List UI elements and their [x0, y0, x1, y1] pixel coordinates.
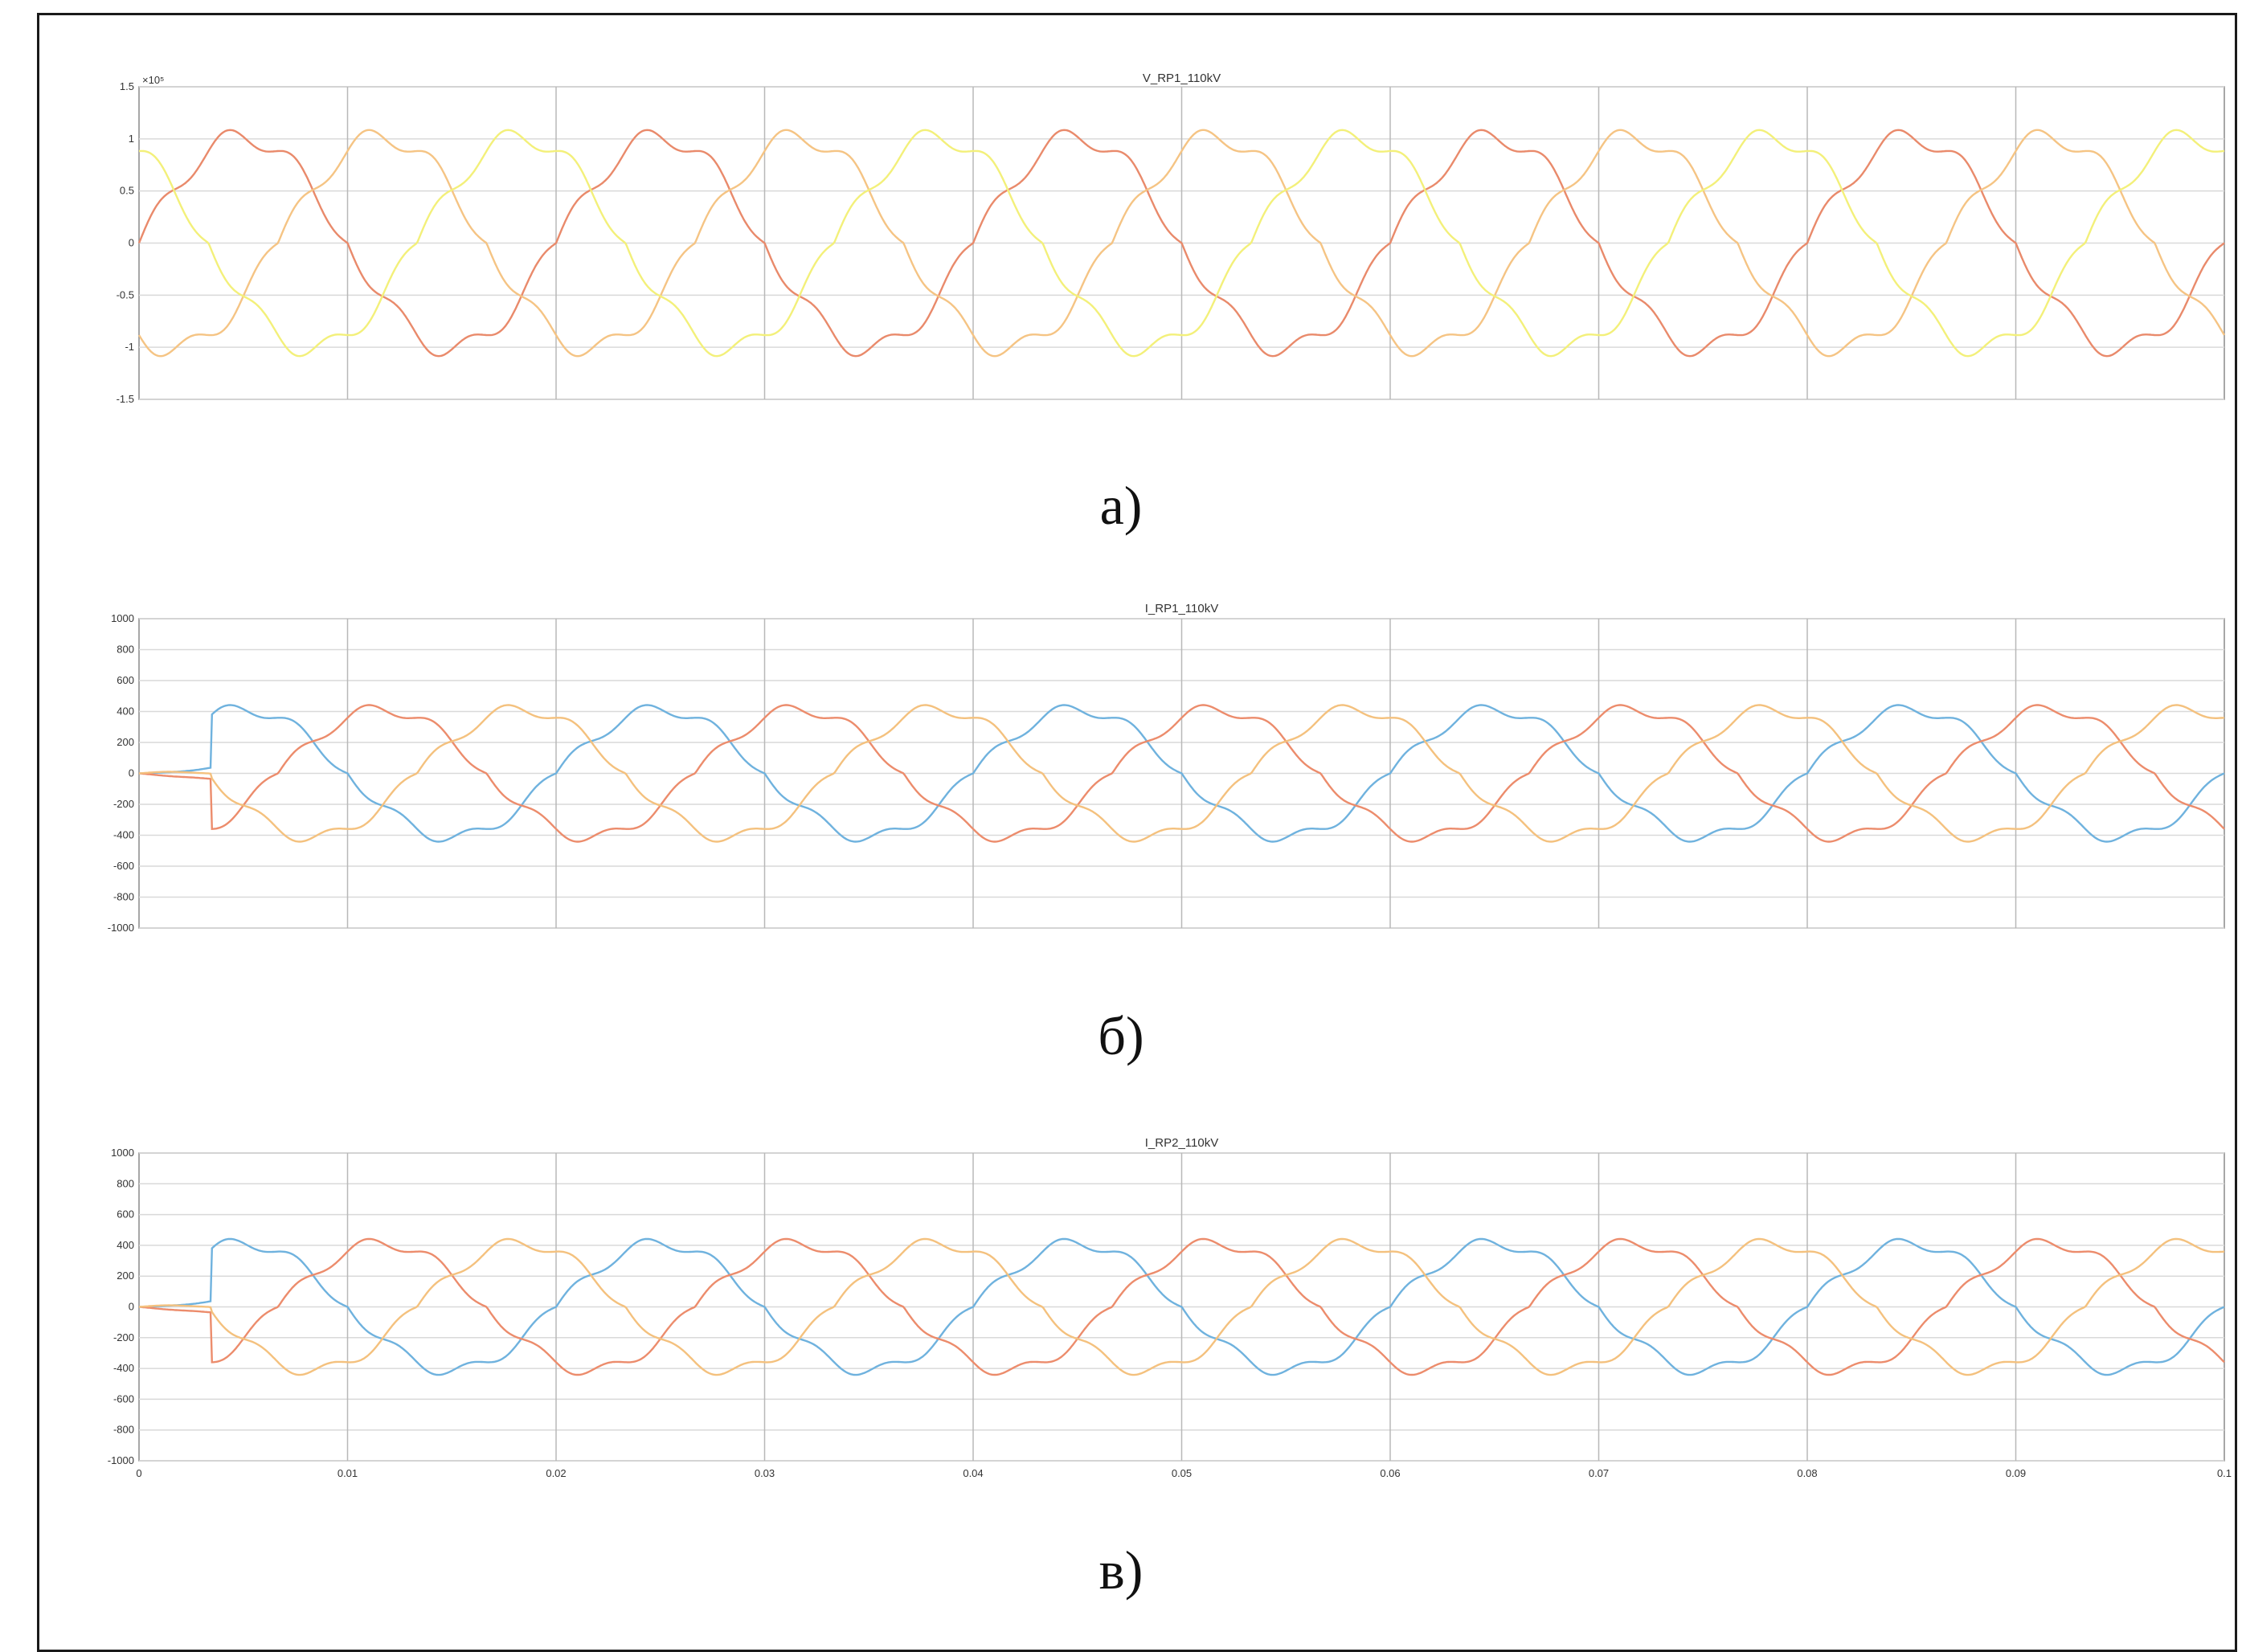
y-tick-label: 0 — [129, 767, 134, 779]
caption-a: а) — [1099, 475, 1143, 536]
y-tick-label: 600 — [117, 1208, 134, 1221]
y-tick-label: 1000 — [111, 612, 134, 624]
y-tick-label: -200 — [113, 798, 134, 810]
y-tick-label: -800 — [113, 1424, 134, 1436]
x-tick-label: 0.05 — [1172, 1467, 1192, 1479]
x-tick-label: 0.07 — [1589, 1467, 1609, 1479]
y-tick-label: -800 — [113, 891, 134, 903]
y-tick-label: 0 — [129, 1301, 134, 1313]
y-tick-label: 1000 — [111, 1147, 134, 1159]
caption-c: в) — [1098, 1540, 1144, 1601]
x-tick-label: 0.04 — [963, 1467, 983, 1479]
series-line-3-2 — [138, 1237, 2225, 1376]
y-tick-label: 1.5 — [120, 80, 134, 92]
y-tick-label: 200 — [117, 1270, 134, 1282]
series-line-1-1 — [137, 129, 2225, 358]
y-tick-label: -600 — [113, 860, 134, 872]
plot-title-1: V_RP1_110kV — [1143, 72, 1221, 85]
series-line-3-3 — [138, 1237, 2225, 1376]
y-tick-label: -1 — [125, 341, 134, 353]
plot-title-3: I_RP2_110kV — [1145, 1136, 1218, 1150]
x-tick-label: 0.09 — [2006, 1467, 2026, 1479]
series-line-3-1 — [139, 1237, 2225, 1376]
y-tick-label: -1.5 — [117, 393, 134, 405]
x-tick-label: 0.03 — [755, 1467, 775, 1479]
x-tick-label: 0.02 — [546, 1467, 566, 1479]
x-tick-label: 0.01 — [338, 1467, 358, 1479]
y-tick-label: -1000 — [108, 922, 134, 934]
series-line-1-2 — [137, 129, 2226, 358]
series-line-2-1 — [139, 704, 2225, 843]
caption-b: б) — [1098, 1005, 1144, 1066]
x-tick-label: 0.08 — [1797, 1467, 1817, 1479]
y-tick-label: 600 — [117, 674, 134, 686]
y-tick-label: -0.5 — [117, 288, 134, 301]
y-tick-label: -200 — [113, 1331, 134, 1343]
series-line-1-3 — [138, 129, 2225, 358]
x-tick-label: 0 — [136, 1467, 141, 1479]
y-tick-label: 800 — [117, 644, 134, 656]
y-tick-label: 0.5 — [120, 185, 134, 197]
y-tick-label: 400 — [117, 705, 134, 718]
y-tick-label: -1000 — [108, 1454, 134, 1466]
x-tick-label: 0.06 — [1380, 1467, 1400, 1479]
y-tick-label: 0 — [129, 237, 134, 249]
y-tick-label: 1 — [129, 133, 134, 145]
y-tick-label: 200 — [117, 736, 134, 748]
y-tick-label: -600 — [113, 1392, 134, 1405]
y-tick-label: 800 — [117, 1177, 134, 1189]
y-tick-label: -400 — [113, 1362, 134, 1374]
series-line-2-3 — [138, 704, 2225, 843]
series-line-2-2 — [138, 704, 2225, 843]
plot-title-2: I_RP1_110kV — [1145, 602, 1218, 615]
y-tick-label: 400 — [117, 1239, 134, 1251]
x-tick-label: 0.1 — [2217, 1467, 2232, 1479]
y-exponent-label: ×10⁵ — [142, 74, 164, 86]
y-tick-label: -400 — [113, 829, 134, 841]
